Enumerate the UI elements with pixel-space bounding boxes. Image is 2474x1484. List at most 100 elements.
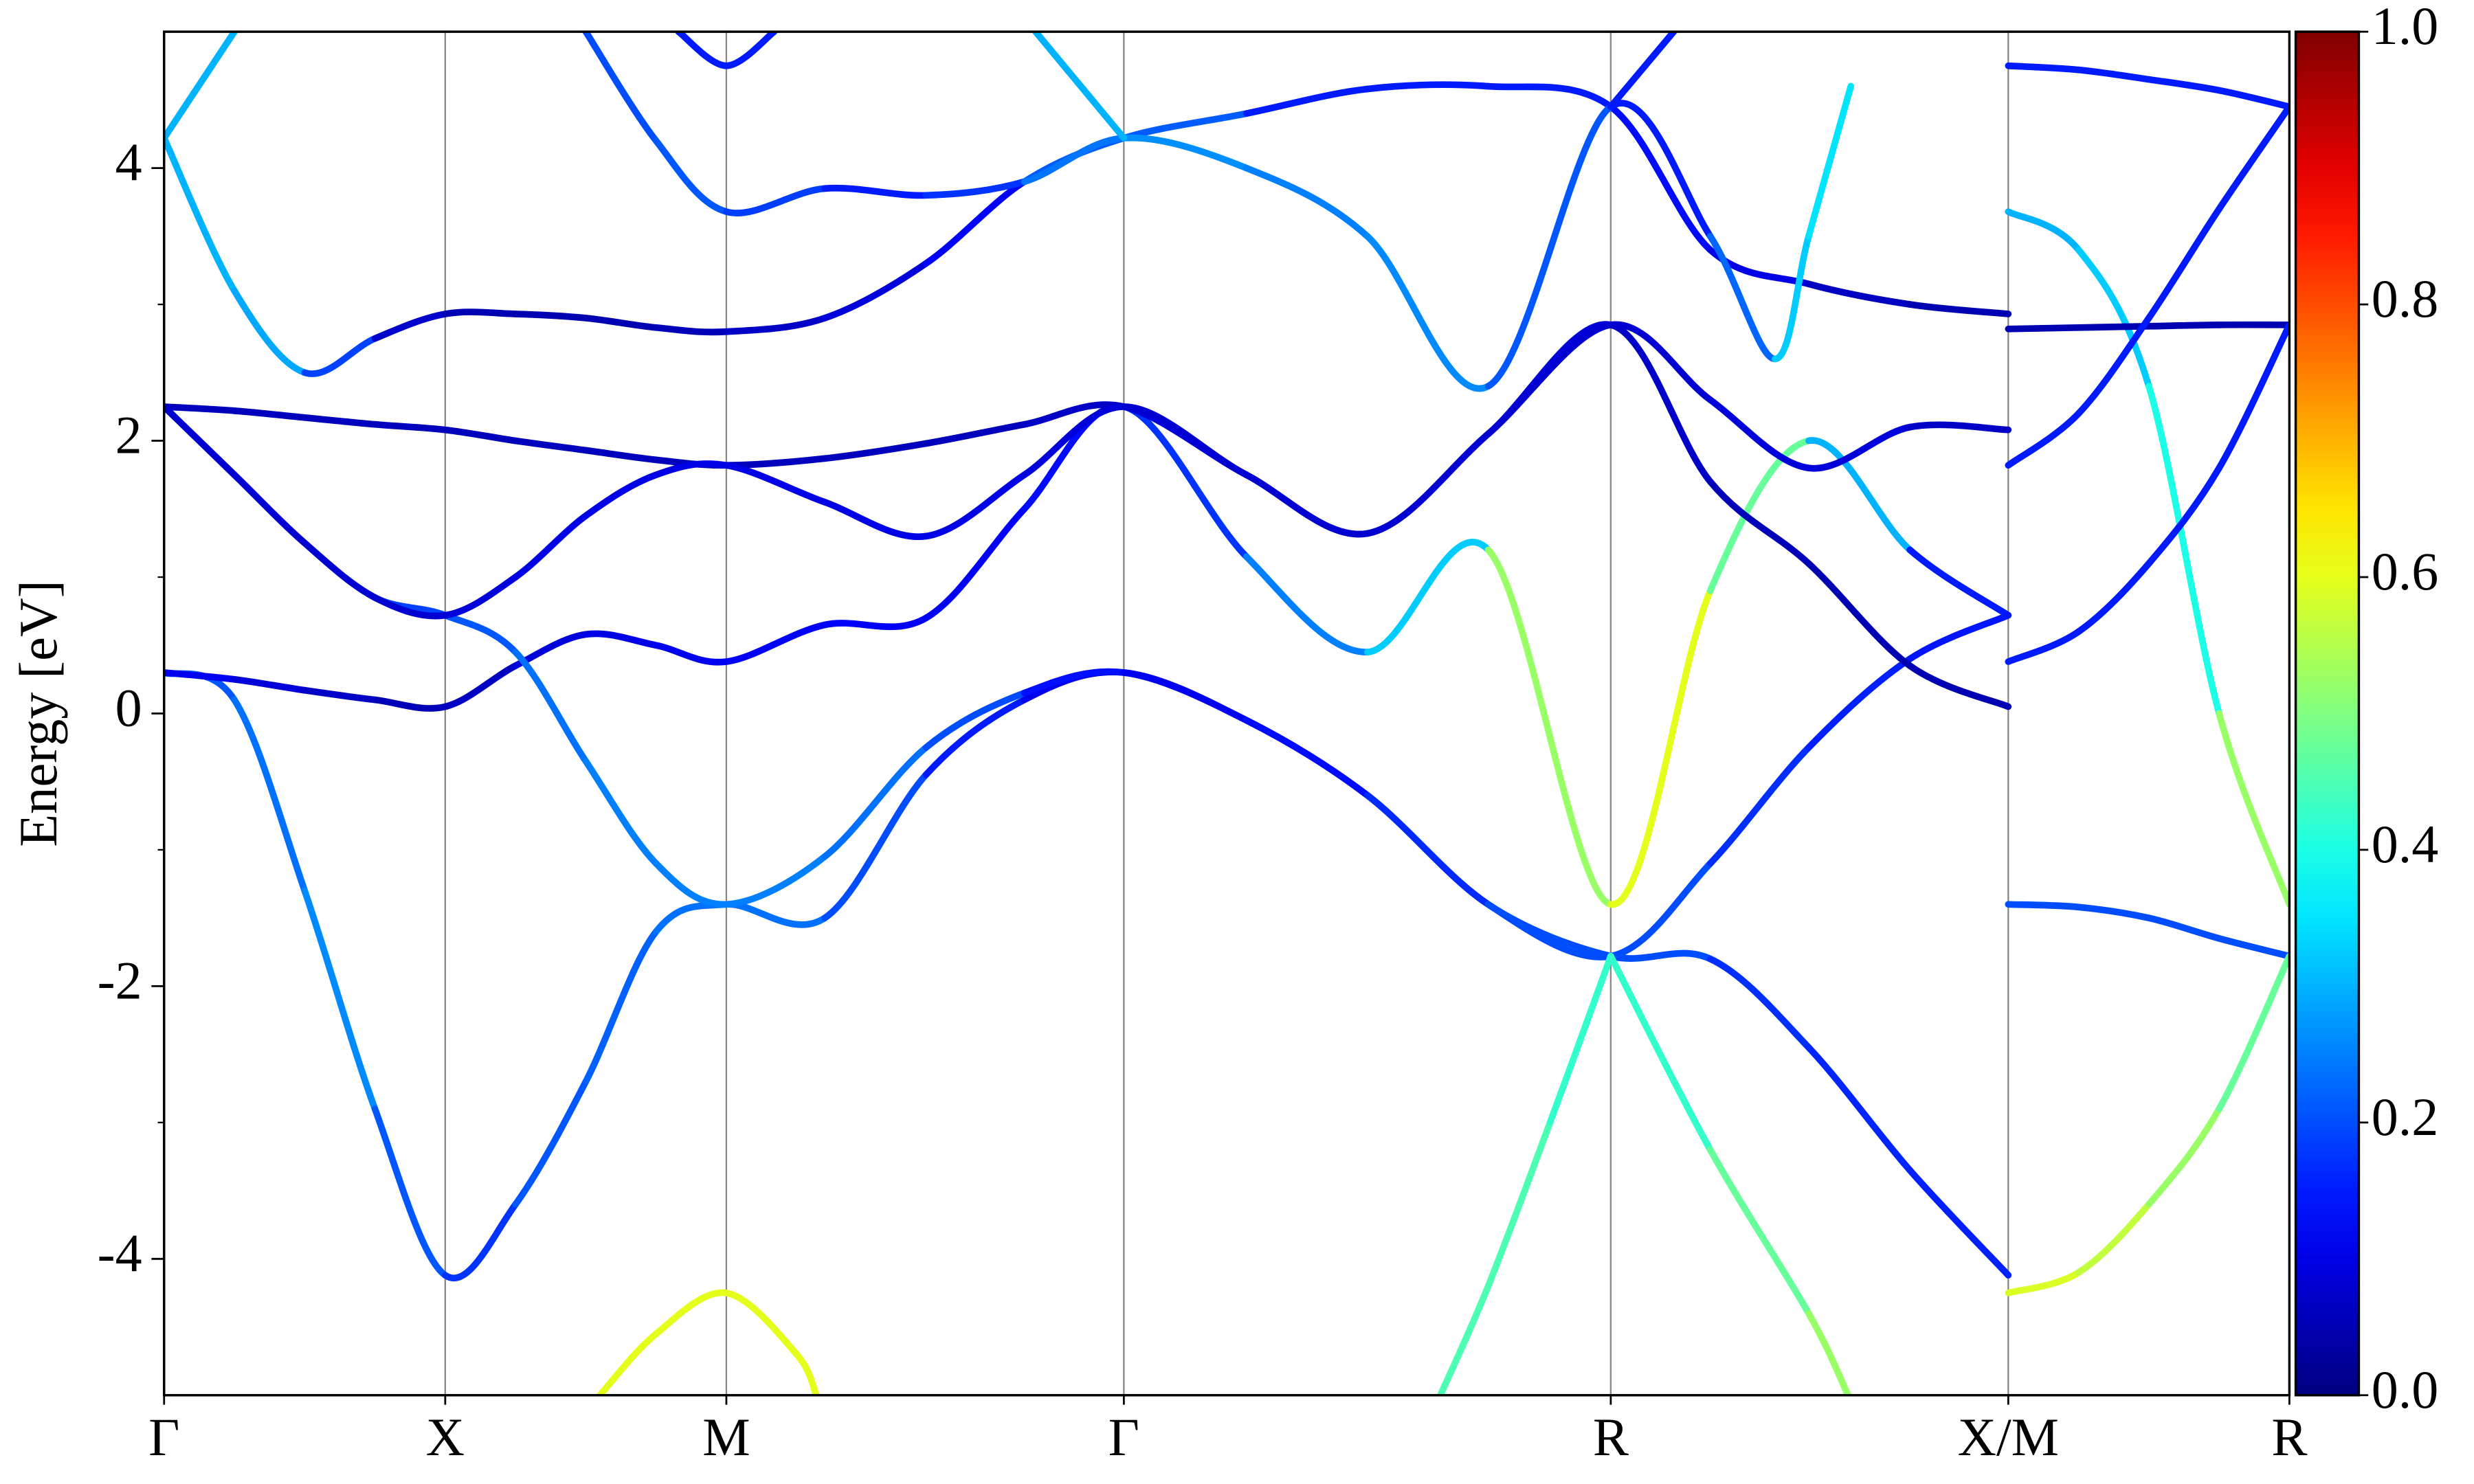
band-segment	[1363, 430, 1492, 537]
band-segment	[652, 324, 730, 336]
band-segment	[1242, 553, 1371, 656]
band-segment	[2146, 76, 2222, 94]
band-segment	[1546, 952, 1614, 1126]
band-segment	[1771, 232, 1812, 363]
band-segment	[1021, 401, 1128, 428]
band-segment	[1805, 655, 1913, 751]
band-segment	[371, 594, 449, 620]
band-segment	[1607, 103, 1714, 254]
band-segment	[1706, 232, 1779, 363]
band-segment	[922, 420, 1028, 447]
colorbar-tick-label: 0.0	[2372, 1360, 2439, 1419]
band-segment	[1021, 403, 1128, 478]
band-segment	[2075, 903, 2152, 921]
band-segment	[2005, 628, 2082, 665]
band-segment	[922, 178, 1028, 267]
colorbar	[2294, 30, 2361, 1397]
band-segment	[301, 539, 379, 601]
band-segment	[512, 649, 590, 765]
band-segment	[2005, 1269, 2082, 1296]
band-segment	[1484, 546, 1614, 908]
band-segment	[1437, 1283, 1492, 1395]
band-segment	[723, 32, 778, 69]
band-segment	[597, 1330, 660, 1395]
band-segment	[582, 471, 660, 519]
band-segment	[723, 185, 828, 216]
band-segment	[652, 1289, 730, 1338]
band-segment	[1805, 82, 1855, 240]
band-segment	[1032, 32, 1128, 142]
band-segment	[512, 311, 590, 322]
band-segment	[1363, 791, 1492, 908]
band-segment	[301, 414, 379, 428]
band-segment	[1906, 421, 2012, 434]
band-segment	[922, 178, 1028, 199]
band-segment	[1706, 396, 1812, 472]
band-segment	[1906, 662, 2012, 710]
band-segment	[2005, 208, 2082, 254]
band-segment	[2216, 103, 2290, 212]
x-tick-label: X/M	[1958, 1407, 2059, 1467]
band-segment	[793, 1351, 820, 1395]
band-segment	[582, 758, 660, 867]
band-segment	[723, 315, 828, 335]
band-segment	[922, 471, 1028, 540]
band-segment	[2075, 322, 2152, 331]
band-segment	[442, 1201, 519, 1281]
x-tick-label: X	[426, 1407, 465, 1467]
band-segment	[2146, 1105, 2222, 1208]
band-segment	[1363, 539, 1492, 655]
band-segment	[582, 315, 660, 331]
band-segment	[2005, 62, 2082, 74]
band-segment	[1242, 85, 1371, 117]
band-segment	[821, 184, 930, 199]
x-tick-label: Γ	[148, 1407, 179, 1467]
band-segment	[2146, 464, 2222, 567]
colorbar-tick-label: 0.6	[2372, 541, 2439, 601]
band-segment	[301, 335, 379, 377]
band-segment	[2075, 1201, 2152, 1276]
band-segment	[2216, 952, 2290, 1112]
band-segment	[723, 462, 828, 506]
band-segment	[675, 32, 730, 69]
band-segment	[1363, 81, 1492, 93]
band-segment	[582, 447, 660, 464]
band-segment	[164, 32, 238, 142]
band-segment	[1484, 103, 1614, 390]
band-segment	[301, 686, 379, 704]
band-segment	[1706, 744, 1812, 867]
band-segment	[1706, 955, 1812, 1051]
band-segment	[1706, 1146, 1812, 1317]
band-segment	[2146, 321, 2222, 330]
band-segment	[1906, 611, 2012, 662]
band-segment	[821, 260, 930, 322]
band-segment	[512, 512, 590, 581]
band-segment	[371, 1105, 449, 1279]
band-segment	[2075, 560, 2152, 636]
y-tick-label: 4	[115, 132, 142, 192]
band-segment	[1120, 403, 1250, 561]
band-segment	[2216, 87, 2290, 111]
band-segment	[723, 901, 828, 928]
band-segment	[1805, 1044, 1913, 1174]
band-segment	[1484, 901, 1614, 960]
band-segment	[442, 611, 519, 655]
y-tick-label: -2	[98, 950, 142, 1010]
band-segment	[231, 407, 309, 421]
band-segment	[1242, 717, 1371, 799]
band-segment	[1242, 471, 1371, 538]
band-segment	[164, 403, 238, 414]
band-segment	[231, 676, 309, 694]
band-segment	[442, 308, 519, 317]
band-segment	[2005, 324, 2082, 333]
band-segment	[1363, 232, 1492, 392]
plot-frame	[163, 30, 2291, 1397]
band-segment	[1805, 280, 1913, 308]
x-tick-label: R	[2271, 1407, 2308, 1467]
band-segment	[582, 32, 660, 144]
band-segment	[652, 901, 730, 935]
band-segment	[231, 471, 309, 547]
band-segment	[2216, 935, 2290, 960]
